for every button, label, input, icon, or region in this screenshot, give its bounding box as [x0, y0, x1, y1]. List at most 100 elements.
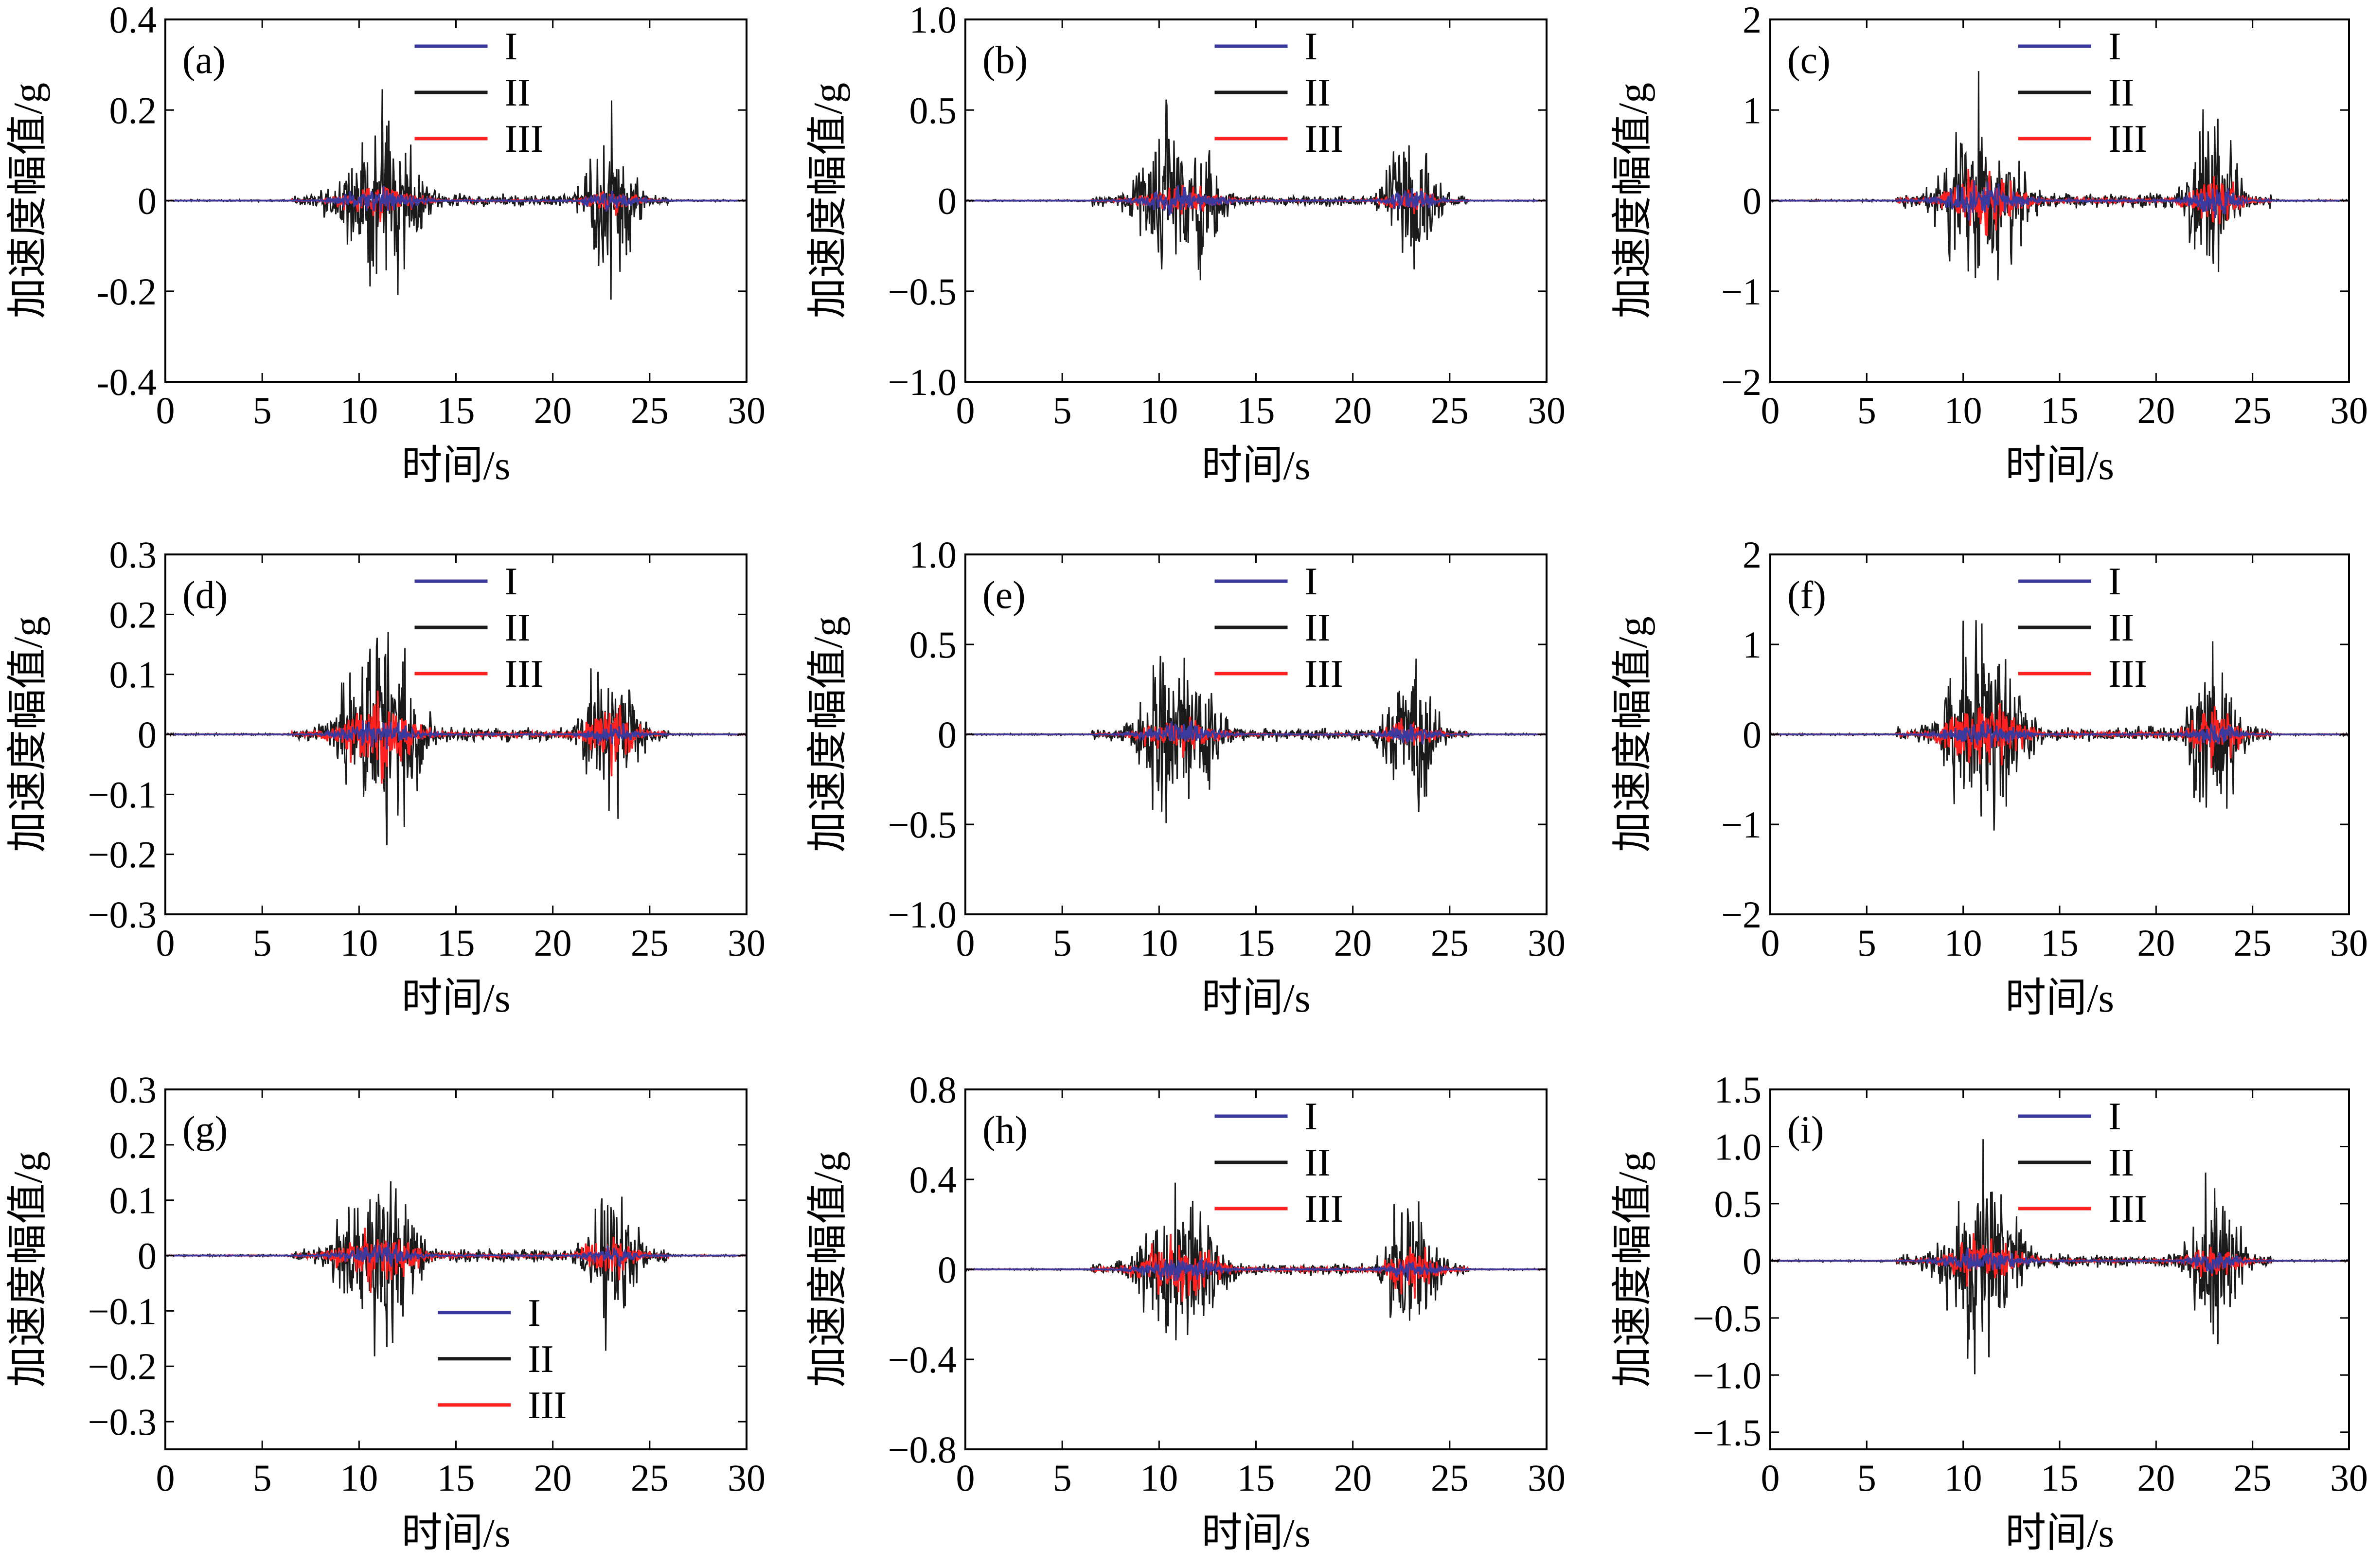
series-group	[165, 1181, 747, 1356]
y-tick-label: 0.8	[909, 1069, 957, 1111]
y-tick-label: 0	[1743, 180, 1762, 222]
y-tick-label: −0.3	[88, 893, 157, 936]
series-group	[165, 89, 747, 300]
x-tick-label: 20	[1334, 922, 1372, 964]
legend-label: III	[1305, 118, 1344, 160]
series-group	[965, 1182, 1547, 1340]
y-tick-label: −2	[1721, 361, 1762, 403]
panel-label: (g)	[182, 1109, 228, 1152]
x-tick-label: 15	[2041, 922, 2079, 964]
legend-label: III	[505, 653, 544, 695]
x-tick-label: 5	[1857, 922, 1876, 964]
y-axis-title: 加速度幅值/g	[5, 616, 51, 852]
y-tick-label: −0.2	[88, 834, 157, 876]
x-tick-label: 20	[1334, 389, 1372, 431]
x-tick-label: 25	[1431, 389, 1469, 431]
x-tick-label: 25	[2234, 922, 2272, 964]
y-tick-label: −1	[1721, 803, 1762, 846]
series-line-I	[965, 185, 1547, 216]
legend-label: II	[1305, 1141, 1331, 1184]
series-group	[1770, 71, 2349, 281]
series-line-II	[965, 1182, 1547, 1340]
legend-label: III	[1305, 1188, 1344, 1230]
x-tick-label: 5	[1857, 389, 1876, 431]
series-line-I	[965, 1257, 1547, 1282]
x-tick-label: 30	[728, 922, 765, 964]
y-tick-label: −0.1	[88, 1290, 157, 1332]
y-tick-label: 1	[1743, 624, 1762, 666]
y-tick-label: 1	[1743, 89, 1762, 131]
x-tick-label: 30	[728, 389, 765, 431]
x-tick-label: 20	[1334, 1457, 1372, 1499]
panel-label: (c)	[1787, 39, 1831, 82]
y-tick-label: 0	[138, 1235, 157, 1277]
legend-label: III	[2108, 653, 2147, 695]
x-tick-label: 5	[253, 922, 272, 964]
y-axis-title: 加速度幅值/g	[1610, 83, 1655, 319]
x-tick-label: 0	[956, 1457, 975, 1499]
y-tick-label: 0.2	[109, 593, 157, 636]
x-axis-title: 时间/s	[2005, 1511, 2114, 1556]
x-tick-label: 10	[340, 922, 378, 964]
series-line-I	[1770, 721, 2349, 748]
panel-label: (a)	[182, 39, 226, 82]
series-line-I	[1770, 1247, 2349, 1274]
x-tick-label: 20	[2137, 922, 2175, 964]
y-tick-label: −0.5	[888, 270, 957, 313]
series-line-III	[965, 1234, 1547, 1302]
series-group	[1770, 1139, 2349, 1374]
y-tick-label: −1	[1721, 270, 1762, 313]
x-tick-label: 10	[1944, 1457, 1982, 1499]
y-tick-label: -0.2	[97, 270, 157, 313]
series-line-II	[165, 89, 747, 300]
chart-panel: 0 5 10 15 20 25 30 −1.5 −1.0 −0.5 0 0.5 1.0 1.5 时间/s 加速…	[1610, 1069, 2367, 1556]
y-axis-title: 加速度幅值/g	[805, 616, 851, 852]
panel-label: (b)	[982, 39, 1028, 82]
x-tick-label: 0	[1761, 922, 1780, 964]
legend-label: II	[505, 71, 531, 114]
legend-label: III	[1305, 653, 1344, 695]
series-line-I	[965, 719, 1547, 745]
series-line-I	[165, 1242, 747, 1267]
y-tick-label: 0.1	[109, 1179, 157, 1222]
y-tick-label: 2	[1743, 534, 1762, 576]
x-tick-label: 30	[1528, 1457, 1566, 1499]
chart-panel: 0 5 10 15 20 25 30 −0.8 −0.4 0 0.4 0.8 时间/s 加速度幅值/g (h…	[805, 1069, 1566, 1556]
legend-label: II	[1305, 606, 1331, 649]
y-tick-label: −0.3	[88, 1401, 157, 1443]
series-line-III	[965, 716, 1547, 758]
plot-frame	[1769, 1088, 2350, 1450]
x-tick-label: 30	[2330, 922, 2367, 964]
legend-label: II	[2108, 71, 2134, 114]
y-tick-label: 1.5	[1714, 1069, 1762, 1111]
legend-label: I	[2108, 1095, 2121, 1138]
legend-label: I	[1305, 1095, 1318, 1138]
x-tick-label: 10	[340, 389, 378, 431]
y-tick-label: 0.1	[109, 654, 157, 696]
series-line-I	[165, 720, 747, 749]
y-tick-label: −1.0	[888, 361, 957, 403]
x-axis-title: 时间/s	[2005, 976, 2114, 1021]
x-tick-label: 25	[2234, 1457, 2272, 1499]
x-tick-label: 25	[2234, 389, 2272, 431]
y-tick-label: 0	[1743, 713, 1762, 756]
x-tick-label: 15	[437, 922, 475, 964]
legend-label: III	[2108, 1188, 2147, 1230]
x-tick-label: 30	[728, 1457, 765, 1499]
y-tick-label: 0.2	[109, 1124, 157, 1166]
x-tick-label: 5	[1053, 1457, 1072, 1499]
chart-panel: 0 5 10 15 20 25 30 −1.0 −0.5 0 0.5 1.0 时间/s 加速度幅值/g (e…	[805, 534, 1566, 1021]
chart-panel: 0 5 10 15 20 25 30 −0.3 −0.2 −0.1 0 0.1 0.2 0.3 时间/s 加速…	[5, 534, 765, 1021]
y-axis-title: 加速度幅值/g	[805, 83, 851, 319]
legend-label: II	[528, 1338, 553, 1381]
x-tick-label: 25	[1431, 1457, 1469, 1499]
legend-label: I	[2108, 25, 2121, 68]
x-tick-label: 15	[1237, 389, 1275, 431]
series-line-II	[965, 656, 1547, 823]
